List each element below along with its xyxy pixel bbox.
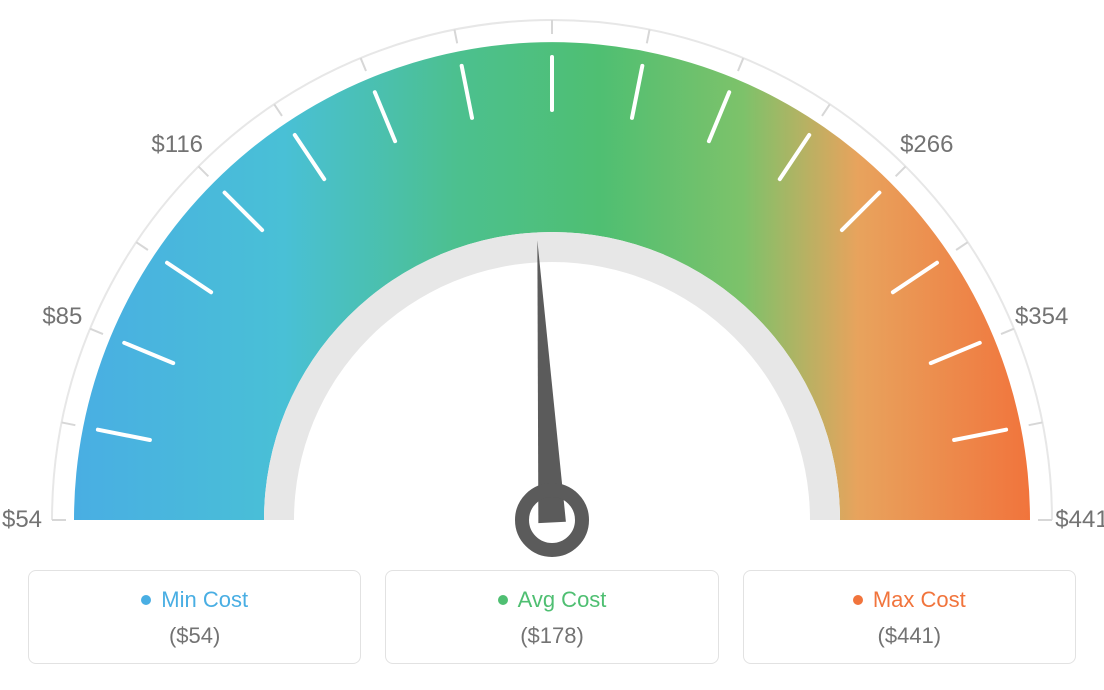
tick-label: $178 (525, 0, 578, 4)
legend-value-avg: ($178) (396, 623, 707, 649)
gauge-svg (0, 0, 1104, 560)
dot-icon (853, 595, 863, 605)
tick-label: $441 (1055, 506, 1104, 534)
tick-label: $116 (151, 131, 203, 159)
dot-icon (141, 595, 151, 605)
legend-title-text: Min Cost (161, 587, 248, 613)
legend-title-avg: Avg Cost (498, 587, 607, 613)
legend-value-min: ($54) (39, 623, 350, 649)
tick-label: $354 (1015, 303, 1068, 331)
legend-card-min: Min Cost ($54) (28, 570, 361, 664)
legend-title-text: Max Cost (873, 587, 966, 613)
tick-label: $85 (42, 303, 82, 331)
legend-title-text: Avg Cost (518, 587, 607, 613)
tick-label: $266 (900, 131, 953, 159)
legend-title-min: Min Cost (141, 587, 248, 613)
legend-value-max: ($441) (754, 623, 1065, 649)
tick-label: $54 (2, 506, 42, 534)
dot-icon (498, 595, 508, 605)
legend-title-max: Max Cost (853, 587, 966, 613)
legend-card-max: Max Cost ($441) (743, 570, 1076, 664)
legend-card-avg: Avg Cost ($178) (385, 570, 718, 664)
legend-row: Min Cost ($54) Avg Cost ($178) Max Cost … (0, 570, 1104, 664)
gauge-chart: $54 $85 $116 $178 $266 $354 $441 (0, 0, 1104, 560)
